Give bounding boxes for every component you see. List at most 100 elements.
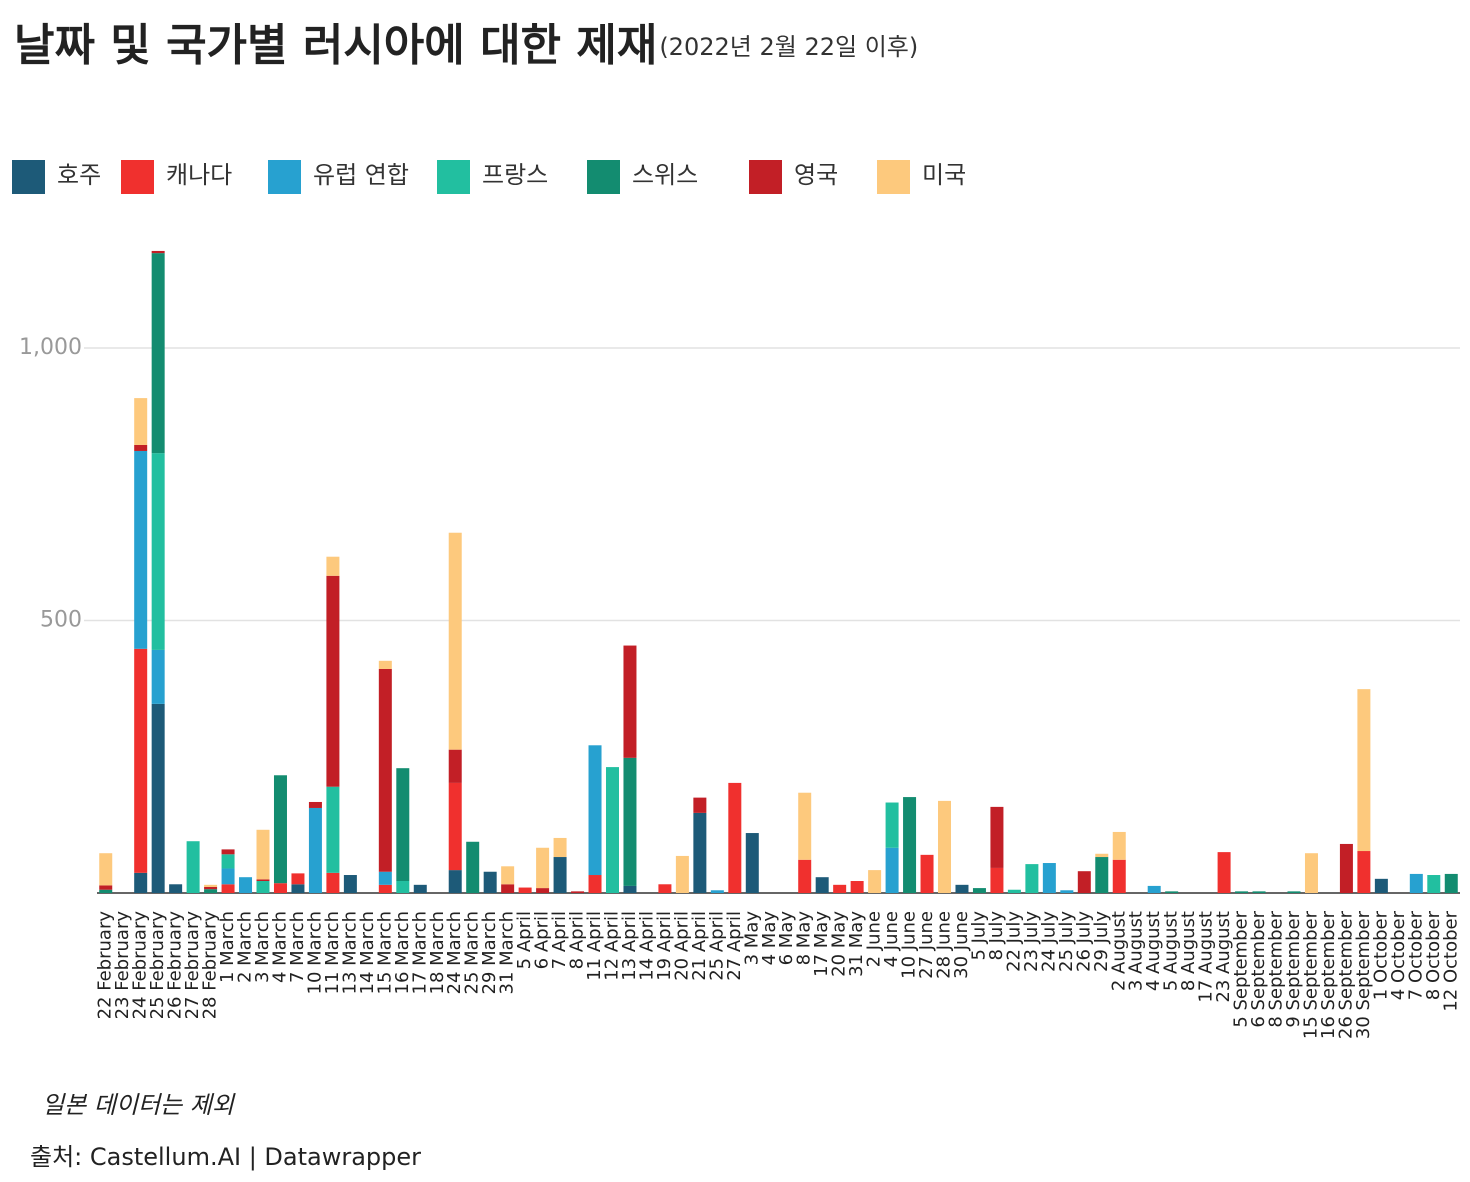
x-tick-label: 8 July bbox=[986, 911, 1007, 961]
bar-segment bbox=[326, 556, 340, 576]
bar-segment bbox=[623, 885, 637, 893]
x-tick-label: 4 October bbox=[1388, 910, 1409, 1000]
bar-segment bbox=[553, 837, 567, 858]
bar-segment bbox=[151, 250, 165, 254]
bar-segment bbox=[1042, 863, 1056, 893]
legend-swatch bbox=[437, 160, 470, 194]
source: 출처: Castellum.AI | Datawrapper bbox=[30, 1143, 421, 1171]
x-tick-label: 9 September bbox=[1283, 910, 1304, 1027]
bar-segment bbox=[938, 800, 952, 893]
x-tick-label: 29 March bbox=[479, 911, 500, 995]
bar-segment bbox=[693, 812, 707, 893]
bar-segment bbox=[326, 872, 340, 893]
bar-segment bbox=[1339, 843, 1353, 893]
bar-segment bbox=[256, 879, 270, 882]
x-tick-label: 23 February bbox=[112, 911, 133, 1020]
bar-segment bbox=[396, 768, 410, 882]
bar-segment bbox=[134, 872, 148, 893]
x-tick-label: 3 May bbox=[741, 911, 762, 966]
y-tick-label: 500 bbox=[40, 607, 82, 632]
x-tick-label: 7 October bbox=[1405, 910, 1426, 1000]
subtitle: (2022년 2월 22일 이후) bbox=[659, 33, 918, 61]
x-tick-label: 20 April bbox=[671, 911, 692, 981]
bar-segment bbox=[326, 575, 340, 787]
x-tick-label: 4 June bbox=[881, 911, 902, 967]
x-tick-label: 2 June bbox=[864, 911, 885, 967]
x-tick-label: 14 March bbox=[357, 911, 378, 995]
bar-segment bbox=[204, 884, 218, 888]
x-tick-label: 2 March bbox=[235, 911, 256, 983]
bar-segment bbox=[990, 867, 1004, 893]
bar-segment bbox=[990, 806, 1004, 868]
x-tick-label: 3 March bbox=[252, 911, 273, 983]
x-tick-label: 29 July bbox=[1091, 911, 1112, 972]
x-tick-label: 8 October bbox=[1423, 910, 1444, 1000]
x-tick-label: 26 July bbox=[1073, 911, 1094, 972]
bar-segment bbox=[134, 444, 148, 451]
x-tick-label: 20 May bbox=[829, 911, 850, 977]
bar-segment bbox=[745, 833, 759, 893]
bar-segment bbox=[1252, 891, 1266, 893]
bar-segment bbox=[501, 884, 515, 893]
x-tick-label: 17 August bbox=[1196, 911, 1217, 1003]
x-tick-label: 6 April bbox=[532, 911, 553, 969]
bar-segment bbox=[972, 888, 986, 893]
x-tick-label: 21 April bbox=[689, 911, 710, 981]
bar-segment bbox=[204, 889, 218, 893]
bar-segment bbox=[343, 875, 357, 893]
bar-segment bbox=[798, 859, 812, 893]
bar-segment bbox=[885, 802, 899, 848]
x-tick-label: 4 August bbox=[1143, 911, 1164, 991]
bar-segment bbox=[605, 767, 619, 893]
bar-segment bbox=[221, 854, 235, 869]
bar-segment bbox=[1374, 878, 1388, 893]
bar-segment bbox=[1357, 851, 1371, 893]
x-tick-label: 7 April bbox=[549, 911, 570, 969]
bar-segment bbox=[448, 870, 462, 893]
x-tick-label: 25 February bbox=[147, 911, 168, 1020]
bar-segment bbox=[623, 757, 637, 886]
x-tick-label: 30 September bbox=[1353, 910, 1374, 1039]
bar-segment bbox=[553, 857, 567, 893]
x-tick-label: 12 October bbox=[1440, 910, 1461, 1011]
bar-segment bbox=[1025, 864, 1039, 893]
bar-segment bbox=[169, 884, 183, 893]
bar-segment bbox=[134, 398, 148, 445]
x-tick-label: 4 March bbox=[269, 911, 290, 983]
bar-segment bbox=[1409, 873, 1423, 893]
bar-segment bbox=[1427, 875, 1441, 893]
x-tick-label: 27 June bbox=[916, 911, 937, 979]
bar-segment bbox=[151, 649, 165, 704]
x-tick-label: 13 April bbox=[619, 911, 640, 981]
bar-segment bbox=[1235, 891, 1249, 893]
bar-segment bbox=[850, 881, 864, 893]
bar-segment bbox=[308, 801, 322, 808]
x-tick-label: 11 April bbox=[584, 911, 605, 981]
x-tick-label: 24 July bbox=[1038, 911, 1059, 972]
x-tick-label: 27 February bbox=[182, 911, 203, 1020]
x-tick-label: 16 September bbox=[1318, 910, 1339, 1039]
x-tick-label: 14 April bbox=[636, 911, 657, 981]
bar-segment bbox=[378, 871, 392, 885]
bar-segment bbox=[134, 648, 148, 873]
bar-segment bbox=[221, 884, 235, 893]
bar-segment bbox=[1095, 853, 1109, 858]
y-tick-label: 1,000 bbox=[19, 335, 82, 360]
x-tick-label: 6 September bbox=[1248, 910, 1269, 1027]
bar-segment bbox=[868, 870, 882, 893]
note: 일본 데이터는 제외 bbox=[42, 1091, 236, 1119]
x-tick-label: 7 March bbox=[287, 911, 308, 983]
bar-segment bbox=[623, 645, 637, 758]
bar-segment bbox=[291, 873, 305, 885]
bar-segment bbox=[1287, 891, 1301, 893]
x-tick-label: 15 March bbox=[374, 911, 395, 995]
bar-segment bbox=[658, 884, 672, 893]
x-tick-label: 22 February bbox=[95, 911, 116, 1020]
bar-segment bbox=[99, 889, 113, 893]
x-tick-label: 5 September bbox=[1231, 910, 1252, 1027]
bar-segment bbox=[536, 888, 550, 893]
x-tick-label: 8 May bbox=[794, 911, 815, 966]
bar-segment bbox=[501, 866, 515, 885]
x-tick-label: 5 April bbox=[514, 911, 535, 969]
